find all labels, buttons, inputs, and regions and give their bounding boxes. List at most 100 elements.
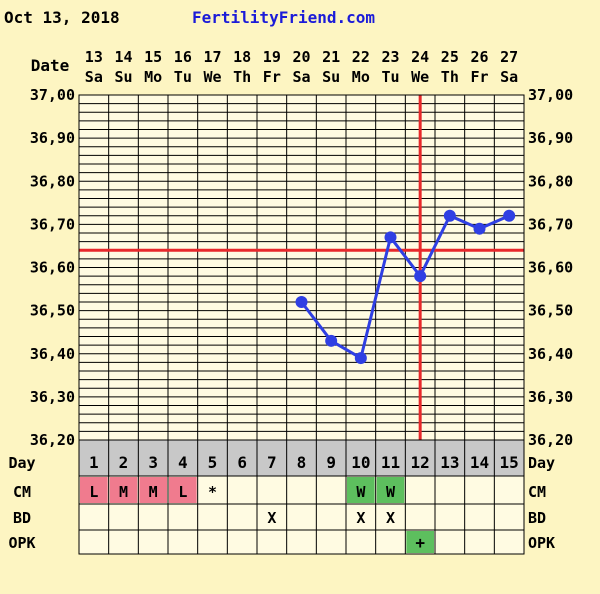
date-label: 22 xyxy=(352,48,370,66)
date-label: 15 xyxy=(144,48,162,66)
y-tick-label-left: 36,50 xyxy=(30,302,75,320)
y-tick-label-right: 36,50 xyxy=(528,302,573,320)
temperature-point xyxy=(354,352,367,365)
day-row xyxy=(79,440,524,476)
opk-row-label-left: OPK xyxy=(8,534,35,552)
date-label: 23 xyxy=(381,48,399,66)
weekday-label: Mo xyxy=(144,68,162,86)
opk-value: + xyxy=(415,533,425,552)
cycle-day-label: 7 xyxy=(267,453,277,472)
cm-value: M xyxy=(119,483,128,501)
cm-value: L xyxy=(89,483,98,501)
cm-value: W xyxy=(356,483,366,501)
y-tick-label-left: 36,30 xyxy=(30,388,75,406)
y-tick-label-left: 36,70 xyxy=(30,215,75,233)
cycle-day-label: 1 xyxy=(89,453,99,472)
weekday-label: Th xyxy=(441,68,459,86)
cm-cell-fill xyxy=(376,477,405,503)
weekday-label: We xyxy=(411,68,429,86)
chart-border xyxy=(78,94,525,555)
day-row-label-right: Day xyxy=(528,454,555,472)
weekday-label: Sa xyxy=(85,68,103,86)
y-tick-label-right: 36,60 xyxy=(528,259,573,277)
day-row-label-left: Day xyxy=(8,454,35,472)
bd-value: X xyxy=(356,509,365,527)
chart-header: Oct 13, 2018 FertilityFriend.com xyxy=(0,0,600,34)
y-tick-label-left: 36,60 xyxy=(30,259,75,277)
y-tick-label-right: 36,30 xyxy=(528,388,573,406)
cycle-day-label: 14 xyxy=(470,453,489,472)
date-label: 27 xyxy=(500,48,518,66)
bd-row-label-left: BD xyxy=(13,509,31,527)
date-label: 14 xyxy=(114,48,132,66)
weekday-label: Sa xyxy=(500,68,518,86)
y-tick-label-right: 37,00 xyxy=(528,86,573,104)
cycle-day-label: 3 xyxy=(148,453,158,472)
temperature-point xyxy=(414,270,427,283)
cm-cell-fill xyxy=(139,477,167,503)
cm-value: * xyxy=(208,483,217,501)
date-label: 18 xyxy=(233,48,251,66)
cm-value: W xyxy=(386,483,396,501)
y-tick-label-right: 36,70 xyxy=(528,215,573,233)
cycle-day-label: 13 xyxy=(440,453,459,472)
weekday-label: Tu xyxy=(174,68,192,86)
cm-value: M xyxy=(149,483,158,501)
date-label: 21 xyxy=(322,48,340,66)
temperature-point xyxy=(295,296,308,308)
cycle-day-label: 15 xyxy=(500,453,519,472)
y-tick-label-right: 36,80 xyxy=(528,172,573,190)
date-label: 13 xyxy=(85,48,103,66)
date-row-label: Date xyxy=(31,56,70,75)
weekday-label: Su xyxy=(114,68,132,86)
cycle-day-label: 10 xyxy=(351,453,370,472)
cycle-day-label: 5 xyxy=(208,453,218,472)
cycle-day-label: 12 xyxy=(411,453,430,472)
weekday-label: Sa xyxy=(292,68,310,86)
cycle-day-label: 11 xyxy=(381,453,400,472)
cycle-day-label: 6 xyxy=(237,453,247,472)
cycle-day-label: 2 xyxy=(119,453,129,472)
date-label: 26 xyxy=(470,48,488,66)
temperature-point xyxy=(384,231,397,244)
bd-row-label-right: BD xyxy=(528,509,546,527)
y-tick-label-left: 36,80 xyxy=(30,172,75,190)
y-tick-label-right: 36,90 xyxy=(528,129,573,147)
weekday-label: Mo xyxy=(352,68,370,86)
weekday-label: We xyxy=(203,68,221,86)
weekday-label: Th xyxy=(233,68,251,86)
weekday-label: Su xyxy=(322,68,340,86)
y-tick-label-left: 36,40 xyxy=(30,345,75,363)
temperature-point xyxy=(473,222,486,235)
cm-row-label-right: CM xyxy=(528,483,546,501)
y-tick-label-left: 36,90 xyxy=(30,129,75,147)
temperature-point xyxy=(325,334,338,347)
bd-value: X xyxy=(267,509,276,527)
cm-cell-fill xyxy=(109,477,138,503)
opk-cell-fill xyxy=(406,531,434,553)
bd-value: X xyxy=(386,509,395,527)
date-label: 17 xyxy=(203,48,221,66)
site-name: FertilityFriend.com xyxy=(192,8,376,27)
chart-date: Oct 13, 2018 xyxy=(4,8,120,27)
date-label: 25 xyxy=(441,48,459,66)
cm-cell-fill xyxy=(347,477,375,503)
y-tick-label-left: 36,20 xyxy=(30,431,75,449)
weekday-label: Fr xyxy=(263,68,281,86)
date-label: 19 xyxy=(263,48,281,66)
cycle-day-label: 9 xyxy=(326,453,336,472)
temperature-point xyxy=(443,209,456,222)
weekday-label: Fr xyxy=(470,68,488,86)
cm-cell-fill xyxy=(80,477,108,503)
cycle-day-label: 8 xyxy=(297,453,307,472)
y-tick-label-right: 36,20 xyxy=(528,431,573,449)
y-tick-label-right: 36,40 xyxy=(528,345,573,363)
cm-value: L xyxy=(178,483,187,501)
weekday-label: Tu xyxy=(381,68,399,86)
temperature-point xyxy=(503,209,516,222)
date-label: 20 xyxy=(292,48,310,66)
date-label: 16 xyxy=(174,48,192,66)
y-tick-label-left: 37,00 xyxy=(30,86,75,104)
